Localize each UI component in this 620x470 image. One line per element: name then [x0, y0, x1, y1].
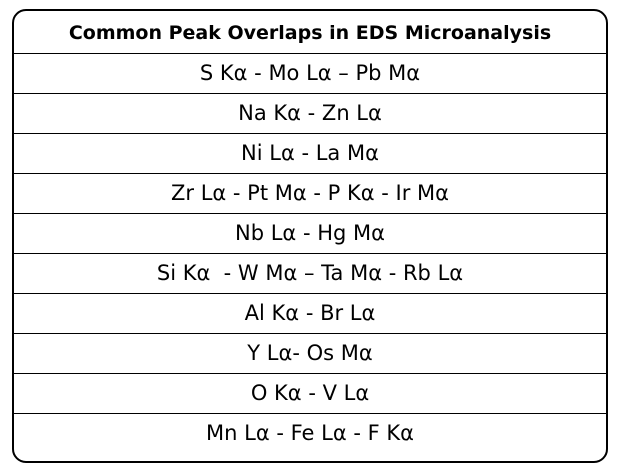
table-row: Zr Lα - Pt Mα - P Kα - Ir Mα [14, 173, 606, 213]
table-title: Common Peak Overlaps in EDS Microanalysi… [68, 22, 552, 44]
table-row: O Kα - V Lα [14, 373, 606, 413]
table-row: Nb Lα - Hg Mα [14, 213, 606, 253]
table-row: Mn Lα - Fe Lα - F Kα [14, 413, 606, 453]
table-row: Ni Lα - La Mα [14, 133, 606, 173]
table-row: Si Kα - W Mα – Ta Mα - Rb Lα [14, 253, 606, 293]
table-row: Al Kα - Br Lα [14, 293, 606, 333]
table-row: Y Lα- Os Mα [14, 333, 606, 373]
table-row: S Kα - Mo Lα – Pb Mα [14, 53, 606, 93]
table: Common Peak Overlaps in EDS Microanalysi… [12, 9, 608, 463]
table-row: Na Kα - Zn Lα [14, 93, 606, 133]
